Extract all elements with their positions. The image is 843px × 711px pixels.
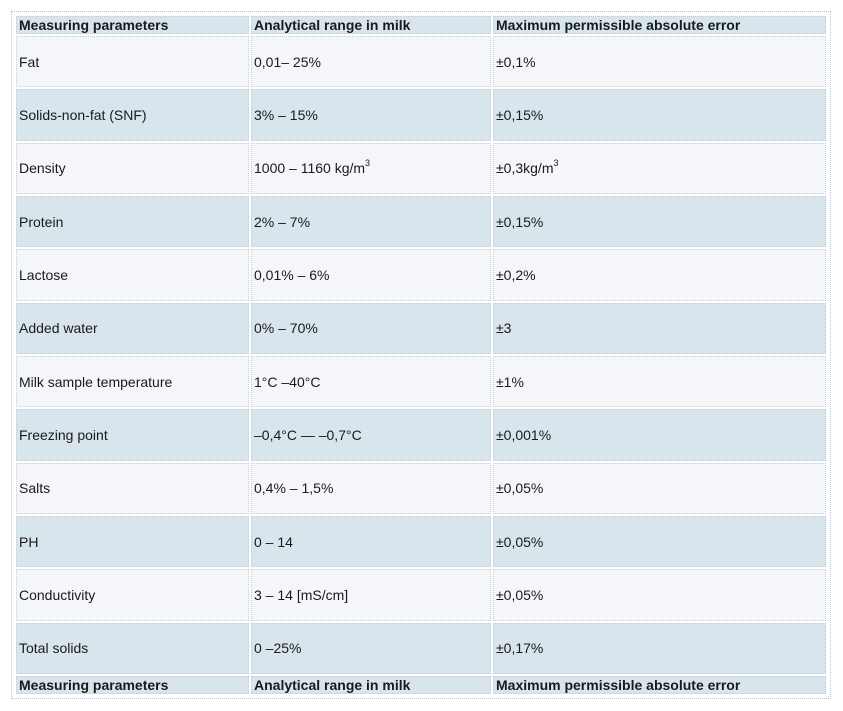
table-row: Solids-non-fat (SNF) 3% – 15% ±0,15% (16, 89, 826, 141)
error-cell: ±0,2% (493, 249, 826, 301)
param-cell: Lactose (16, 249, 249, 301)
error-cell: ±3 (493, 302, 826, 354)
error-cell: ±0,05% (493, 569, 826, 621)
table-row: PH 0 – 14 ±0,05% (16, 515, 826, 568)
footer-analytical-range: Analytical range in milk (251, 676, 491, 694)
error-superscript: 3 (553, 158, 559, 169)
error-cell: ±0,17% (493, 622, 826, 674)
param-cell: Salts (16, 462, 249, 514)
error-cell: ±0,3kg/m3 (493, 142, 826, 194)
range-cell: 0,01– 25% (251, 36, 491, 88)
table-row: Freezing point –0,4°C — –0,7°C ±0,001% (16, 409, 826, 461)
range-cell: 3% – 15% (251, 89, 491, 141)
range-text: 1000 – 1160 kg/m (254, 160, 366, 177)
range-cell: 1000 – 1160 kg/m3 (251, 142, 491, 194)
param-cell: Freezing point (16, 409, 249, 461)
range-superscript: 3 (365, 158, 371, 169)
param-cell: Fat (16, 36, 249, 88)
table-row: Salts 0,4% – 1,5% ±0,05% (16, 462, 826, 514)
milk-parameters-table: Measuring parameters Analytical range in… (14, 14, 828, 696)
error-cell: ±0,15% (493, 89, 826, 141)
table-row: Density 1000 – 1160 kg/m3 ±0,3kg/m3 (16, 142, 826, 194)
error-cell: ±0,001% (493, 409, 826, 461)
footer-max-error: Maximum permissible absolute error (493, 676, 826, 694)
param-cell: Conductivity (16, 569, 249, 621)
param-cell: Total solids (16, 622, 249, 674)
range-cell: –0,4°C — –0,7°C (251, 409, 491, 461)
table-row: Protein 2% – 7% ±0,15% (16, 195, 826, 248)
table-container: Measuring parameters Analytical range in… (11, 11, 831, 699)
table-footer-row: Measuring parameters Analytical range in… (16, 676, 826, 694)
error-cell: ±1% (493, 355, 826, 408)
param-cell: Solids-non-fat (SNF) (16, 89, 249, 141)
error-cell: ±0,15% (493, 195, 826, 248)
range-cell: 3 – 14 [mS/cm] (251, 569, 491, 621)
table-header-row: Measuring parameters Analytical range in… (16, 16, 826, 34)
error-cell: ±0,05% (493, 462, 826, 514)
param-cell: Milk sample temperature (16, 355, 249, 408)
range-cell: 0,4% – 1,5% (251, 462, 491, 514)
table-row: Milk sample temperature 1°C –40°C ±1% (16, 355, 826, 408)
range-cell: 0 – 14 (251, 515, 491, 568)
error-text: ±0,3kg/m (496, 160, 554, 177)
table-row: Conductivity 3 – 14 [mS/cm] ±0,05% (16, 569, 826, 621)
range-cell: 2% – 7% (251, 195, 491, 248)
range-cell: 0,01% – 6% (251, 249, 491, 301)
table-row: Total solids 0 –25% ±0,17% (16, 622, 826, 674)
header-max-error: Maximum permissible absolute error (493, 16, 826, 34)
param-cell: Protein (16, 195, 249, 248)
range-cell: 0 –25% (251, 622, 491, 674)
footer-measuring-parameters: Measuring parameters (16, 676, 249, 694)
param-cell: Added water (16, 302, 249, 354)
table-row: Added water 0% – 70% ±3 (16, 302, 826, 354)
table-row: Lactose 0,01% – 6% ±0,2% (16, 249, 826, 301)
range-cell: 0% – 70% (251, 302, 491, 354)
header-analytical-range: Analytical range in milk (251, 16, 491, 34)
error-cell: ±0,05% (493, 515, 826, 568)
range-cell: 1°C –40°C (251, 355, 491, 408)
param-cell: Density (16, 142, 249, 194)
error-cell: ±0,1% (493, 36, 826, 88)
param-cell: PH (16, 515, 249, 568)
table-row: Fat 0,01– 25% ±0,1% (16, 36, 826, 88)
header-measuring-parameters: Measuring parameters (16, 16, 249, 34)
